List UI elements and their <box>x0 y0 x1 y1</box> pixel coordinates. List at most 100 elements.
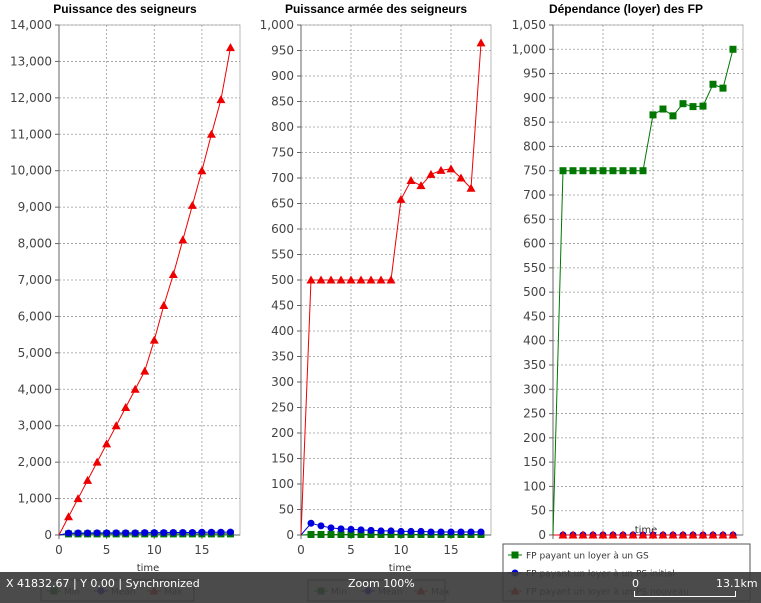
y-tick-label: 10,000 <box>10 164 52 178</box>
x-tick-label: 10 <box>147 543 162 557</box>
y-tick-label: 200 <box>271 426 294 440</box>
y-tick-label: 14,000 <box>10 18 52 32</box>
y-tick-label: 500 <box>271 273 294 287</box>
data-point <box>718 530 728 539</box>
data-point <box>466 183 476 192</box>
data-point <box>698 530 708 539</box>
data-point <box>599 167 607 175</box>
data-point <box>729 45 737 53</box>
data-point <box>357 526 365 534</box>
data-point <box>326 275 336 284</box>
data-point <box>397 527 405 535</box>
data-point <box>598 530 608 539</box>
y-tick-label: 150 <box>523 455 546 469</box>
y-tick-label: 350 <box>271 350 294 364</box>
data-point <box>467 528 475 536</box>
data-point <box>387 530 395 538</box>
data-point <box>447 528 455 536</box>
data-point <box>198 528 206 536</box>
y-tick-label: 750 <box>271 146 294 160</box>
data-point <box>206 129 216 138</box>
series-triangle <box>300 38 486 536</box>
data-point <box>578 530 588 539</box>
y-tick-label: 1,050 <box>512 18 546 32</box>
series-triangle <box>58 43 235 536</box>
y-tick-label: 550 <box>271 248 294 262</box>
data-point <box>160 529 168 537</box>
data-point <box>327 524 335 532</box>
y-tick-label: 1,000 <box>512 42 546 56</box>
data-point <box>678 530 688 539</box>
chart-3: Dépendance (loyer) des FP 0 50 100 150 200 250… <box>502 2 751 602</box>
data-point <box>668 530 678 539</box>
data-point <box>579 167 587 175</box>
data-point <box>131 529 139 537</box>
data-point <box>356 275 366 284</box>
y-tick-label: 700 <box>271 171 294 185</box>
data-point <box>669 112 677 120</box>
data-point <box>65 529 73 537</box>
data-point <box>367 530 375 538</box>
x-tick-label: 15 <box>194 543 209 557</box>
y-tick-label: 150 <box>271 452 294 466</box>
data-point <box>178 235 188 244</box>
y-tick-label: 800 <box>523 139 546 153</box>
data-point <box>307 530 315 538</box>
y-tick-label: 950 <box>523 67 546 81</box>
data-point <box>569 167 577 175</box>
y-tick-label: 9,000 <box>18 200 52 214</box>
y-tick-label: 0 <box>538 528 546 542</box>
data-point <box>638 530 648 539</box>
zoom-level: Zoom 100% <box>348 577 415 590</box>
x-tick-label: 0 <box>55 543 63 557</box>
y-tick-label: 400 <box>271 324 294 338</box>
data-point <box>121 403 131 411</box>
data-point <box>457 528 465 536</box>
data-point <box>609 167 617 175</box>
chart-title: Dépendance (loyer) des FP <box>549 2 703 16</box>
plot-area <box>552 24 744 536</box>
y-tick-label: 950 <box>271 44 294 58</box>
data-point <box>103 529 111 537</box>
scale-bar <box>634 591 736 597</box>
data-point <box>216 95 226 104</box>
data-point <box>618 530 628 539</box>
data-point <box>357 530 365 538</box>
y-tick-label: 350 <box>523 358 546 372</box>
data-point <box>226 528 234 536</box>
data-point <box>179 528 187 536</box>
data-point <box>149 335 159 344</box>
data-point <box>568 530 578 539</box>
data-point <box>150 529 158 537</box>
data-point <box>588 530 598 539</box>
y-tick-label: 250 <box>523 407 546 421</box>
y-tick-label: 7,000 <box>18 273 52 287</box>
y-tick-label: 1,000 <box>260 18 294 32</box>
y-tick-label: 650 <box>523 212 546 226</box>
y-tick-label: 100 <box>271 477 294 491</box>
y-tick-label: 300 <box>523 382 546 396</box>
y-tick-label: 5,000 <box>18 346 52 360</box>
data-point <box>317 522 325 530</box>
data-point <box>608 530 618 539</box>
data-point <box>346 275 356 284</box>
y-tick-label: 900 <box>523 91 546 105</box>
legend-marker <box>511 551 519 559</box>
coordinates-readout: X 41832.67 | Y 0.00 | Synchronized <box>6 577 200 590</box>
data-point <box>347 530 355 538</box>
data-point <box>74 529 82 537</box>
data-point <box>416 181 426 190</box>
data-point <box>207 528 215 536</box>
data-point <box>708 530 718 539</box>
chart-title: Puissance des seigneurs <box>53 2 197 16</box>
data-point <box>93 529 101 537</box>
y-tick-label: 700 <box>523 188 546 202</box>
data-point <box>728 530 738 539</box>
x-axis-label: time <box>389 563 412 574</box>
data-point <box>589 167 597 175</box>
y-tick-label: 11,000 <box>10 127 52 141</box>
y-tick-label: 450 <box>271 299 294 313</box>
data-point <box>649 111 657 119</box>
y-tick-label: 250 <box>271 401 294 415</box>
data-point <box>140 366 150 375</box>
